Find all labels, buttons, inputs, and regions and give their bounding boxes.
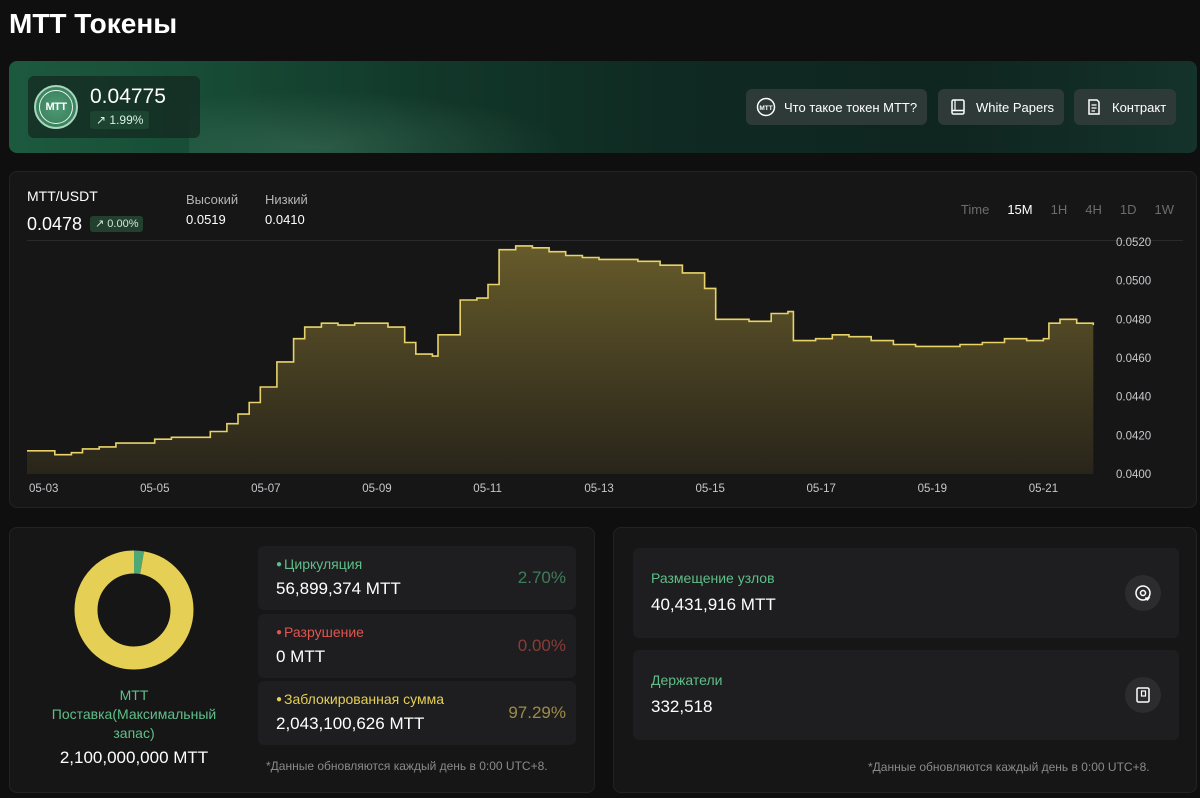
y-tick-label: 0.0440 [1116,392,1151,404]
price-change-badge: ↗ 1.99% [90,111,150,129]
x-tick-label: 05-07 [251,483,280,495]
x-tick-label: 05-09 [362,483,391,495]
tab-4h[interactable]: 4H [1085,202,1102,217]
mtt-coin-icon: MTT [756,97,776,117]
supply-caption: MTT Поставка(Максимальный запас) [30,686,238,743]
x-tick-label: 05-21 [1029,483,1058,495]
token-price: 0.04775 [90,85,166,108]
price-area-fill [27,245,1094,474]
locked-value: 2,043,100,626 MTT [276,714,425,733]
price-area-chart: 0.0520 0.0500 0.0480 0.0460 0.0440 0.0420 0.04… [27,237,1151,495]
burn-dot-icon: ● [276,627,283,638]
interval-tabs: Time 15M 1H 4H 1D 1W [961,202,1174,217]
nodes-note: *Данные обновляются каждый день в 0:00 U… [868,760,1150,774]
holders-label: Держатели [651,672,723,688]
price-chart-panel: MTT/USDT 0.0478 ↗ 0.00% Высокий 0.0519 Н… [9,171,1197,508]
high-label: Высокий [186,192,239,207]
chart-divider [27,240,1183,241]
burn-label: ● Разрушение [276,624,364,640]
white-papers-button[interactable]: White Papers [938,89,1065,125]
y-tick-label: 0.0400 [1116,469,1151,481]
node-placement-label: Размещение узлов [651,570,775,586]
locked-dot-icon: ● [276,694,283,705]
node-placement-value: 40,431,916 MTT [651,595,776,614]
supply-caption-token: MTT [119,687,149,703]
circulation-pct: 2.70% [517,568,566,587]
x-tick-label: 05-13 [584,483,613,495]
y-tick-label: 0.0500 [1116,276,1151,288]
contract-button[interactable]: Контракт [1074,89,1177,125]
locked-label: ● Заблокированная сумма [276,691,444,707]
circulation-dot-icon: ● [276,559,283,570]
node-placement-icon[interactable] [1125,575,1161,611]
supply-panel: MTT Поставка(Максимальный запас) 2,100,0… [9,527,595,793]
x-tick-label: 05-19 [918,483,947,495]
circulation-value: 56,899,374 MTT [276,579,401,598]
price-change-value: 1.99% [109,113,144,127]
supply-caption-label: Поставка(Максимальный запас) [51,706,217,741]
locked-pct: 97.29% [508,703,566,722]
locked-box: ● Заблокированная сумма 2,043,100,626 MTT… [258,681,576,745]
page-title: MTT Токены [9,8,178,39]
nodes-panel: Размещение узлов 40,431,916 MTT Держател… [613,527,1197,793]
tab-1w[interactable]: 1W [1154,202,1175,217]
what-is-mtt-button[interactable]: MTT Что такое токен MTT? [746,89,928,125]
holders-book-icon[interactable] [1125,677,1161,713]
price-line [27,245,1095,456]
burn-value: 0 MTT [276,647,326,666]
y-tick-label: 0.0480 [1116,314,1151,326]
mtt-logo-icon: MTT [34,85,78,129]
y-tick-label: 0.0460 [1116,353,1151,365]
holders-value: 332,518 [651,697,713,716]
trading-pair: MTT/USDT [27,188,98,204]
tab-1d[interactable]: 1D [1119,202,1137,217]
supply-note: *Данные обновляются каждый день в 0:00 U… [266,759,548,773]
x-tick-label: 05-05 [140,483,169,495]
pair-change-value: 0.00% [107,218,139,230]
arrow-up-right-icon: ↗ [95,218,105,230]
token-banner: MTT 0.04775 ↗ 1.99% MTT Что такое токен … [9,61,1197,153]
burn-pct: 0.00% [517,636,566,655]
y-tick-label: 0.0420 [1116,430,1151,442]
holders-box: Держатели 332,518 [633,650,1179,740]
arrow-up-right-icon: ↗ [96,113,107,127]
supply-total: 2,100,000,000 MTT [59,748,209,767]
high-value: 0.0519 [186,212,226,227]
circulation-box: ● Циркуляция 56,899,374 MTT 2.70% [258,546,576,610]
x-tick-label: 05-03 [29,483,58,495]
x-tick-label: 05-15 [695,483,724,495]
node-placement-box: Размещение узлов 40,431,916 MTT [633,548,1179,638]
pair-price: 0.0478 [27,214,83,234]
burn-box: ● Разрушение 0 MTT 0.00% [258,614,576,678]
tab-time[interactable]: Time [960,202,990,217]
tab-15m[interactable]: 15M [1007,202,1033,217]
donut-slice-locked [74,550,194,670]
document-icon [1084,97,1104,117]
low-label: Низкий [265,192,308,207]
x-tick-label: 05-11 [473,483,502,495]
price-card: MTT 0.04775 ↗ 1.99% [28,76,200,138]
pair-change-badge: ↗ 0.00% [90,216,144,232]
supply-donut-chart [74,550,194,670]
book-icon [948,97,968,117]
mtt-logo-text: MTT [39,90,73,124]
y-tick-label: 0.0520 [1116,237,1151,249]
svg-text:MTT: MTT [759,105,772,112]
tab-1h[interactable]: 1H [1050,202,1068,217]
white-papers-label: White Papers [976,99,1055,115]
contract-label: Контракт [1112,99,1167,115]
circulation-label: ● Циркуляция [276,556,363,572]
x-tick-label: 05-17 [807,483,836,495]
low-value: 0.0410 [265,212,305,227]
what-is-mtt-label: Что такое токен MTT? [784,99,918,115]
